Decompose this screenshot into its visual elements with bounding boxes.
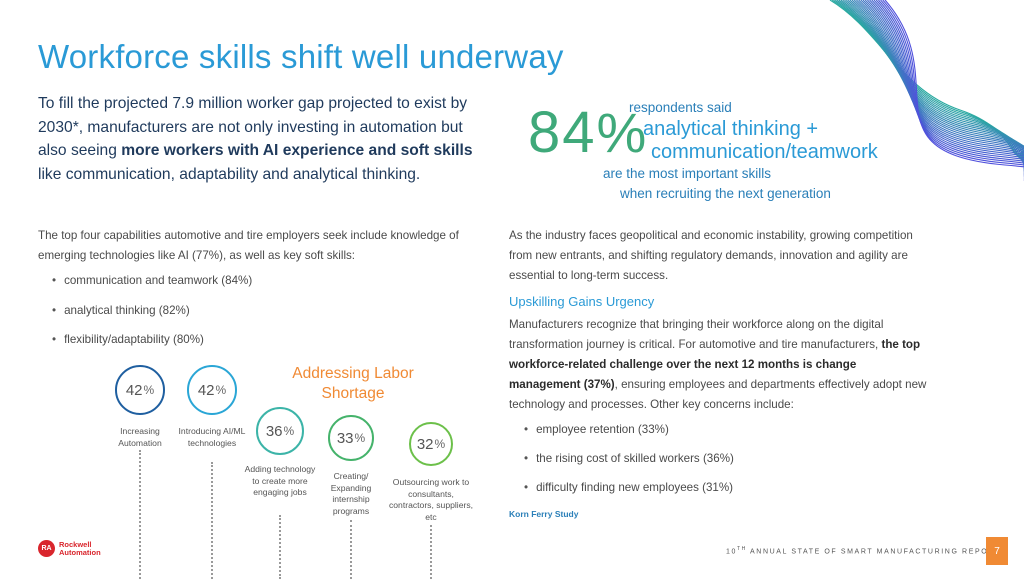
chart-bubble: 32% xyxy=(409,422,453,466)
section-subheading: Upskilling Gains Urgency xyxy=(509,294,655,309)
wave-line xyxy=(882,0,1024,180)
intro-highlight: more workers with AI experience and soft… xyxy=(121,142,473,159)
wave-line xyxy=(867,0,1024,172)
wave-line xyxy=(862,0,1024,170)
chart-title: Addressing Labor Shortage xyxy=(292,365,414,402)
wave-line xyxy=(842,0,1024,163)
chart-value-label: 42 xyxy=(125,381,143,399)
page-number: 7 xyxy=(986,537,1008,565)
chart-value-label: 42 xyxy=(197,381,215,399)
page-title: Workforce skills shift well underway xyxy=(38,38,564,75)
wave-line xyxy=(875,0,1024,176)
company-logo: RA Rockwell Automation xyxy=(38,540,101,557)
chart-category-label: Increasing Automation xyxy=(118,426,162,448)
logo-badge-icon: RA xyxy=(38,540,55,557)
wave-line xyxy=(880,0,1024,179)
chart-category-label: Creating/ Expanding internship programs xyxy=(330,471,372,516)
chart-bubble: 42% xyxy=(115,365,165,415)
chart-dotted-connector xyxy=(279,515,281,579)
wave-line xyxy=(873,0,1024,175)
list-item: employee retention (33%) xyxy=(524,420,734,449)
chart-bubble: 36% xyxy=(256,407,304,455)
wave-line xyxy=(849,0,1024,166)
chart-category-label: Introducing AI/ML technologies xyxy=(178,426,246,448)
wave-line xyxy=(856,0,1024,168)
logo-line: Automation xyxy=(59,547,101,557)
wave-line xyxy=(884,0,1024,181)
chart-value-label: 32 xyxy=(416,435,434,453)
chart-dotted-connector xyxy=(139,450,141,579)
chart-unit-label: % xyxy=(215,383,227,397)
wave-line xyxy=(871,0,1024,174)
wave-line xyxy=(851,0,1024,166)
wave-line xyxy=(853,0,1024,167)
stat-line: respondents said xyxy=(629,100,732,115)
right-paragraph-2: Manufacturers recognize that bringing th… xyxy=(509,318,927,411)
logo-line: Rockwell xyxy=(59,539,92,549)
list-item: analytical thinking (82%) xyxy=(52,301,252,331)
right-paragraph: As the industry faces geopolitical and e… xyxy=(509,229,913,282)
right-bullet-list: employee retention (33%) the rising cost… xyxy=(524,420,734,507)
wave-line xyxy=(864,0,1024,171)
report-footer: 10TH ANNUAL STATE OF SMART MANUFACTURING… xyxy=(726,546,1001,556)
chart-unit-label: % xyxy=(143,383,155,397)
left-bullet-list: communication and teamwork (84%) analyti… xyxy=(52,271,252,360)
chart-bubble: 42% xyxy=(187,365,237,415)
stat-line: analytical thinking + xyxy=(643,118,819,140)
list-item: the rising cost of skilled workers (36%) xyxy=(524,449,734,478)
chart-dotted-connector xyxy=(430,525,432,579)
left-paragraph: The top four capabilities automotive and… xyxy=(38,229,459,262)
chart-dotted-connector xyxy=(211,462,213,579)
stat-line: when recruiting the next generation xyxy=(620,186,831,201)
chart-bubble: 33% xyxy=(328,415,374,461)
wave-line xyxy=(858,0,1024,168)
challenge-highlight: the top workforce-related challenge over… xyxy=(509,338,921,391)
wave-line xyxy=(847,0,1024,165)
chart-category-label: Outsourcing work to consultants, contrac… xyxy=(388,477,474,522)
chart-category-label: Adding technology to create more engagin… xyxy=(244,464,316,497)
chart-value-label: 36 xyxy=(265,422,283,440)
chart-unit-label: % xyxy=(283,424,295,438)
source-citation: Korn Ferry Study xyxy=(509,509,579,519)
stat-line: communication/teamwork xyxy=(651,141,878,163)
chart-unit-label: % xyxy=(434,437,446,451)
list-item: flexibility/adaptability (80%) xyxy=(52,330,252,360)
wave-line xyxy=(860,0,1024,169)
wave-line xyxy=(845,0,1024,164)
stat-value: 84% xyxy=(528,100,649,165)
wave-line xyxy=(877,0,1024,178)
stat-line: are the most important skills xyxy=(603,166,772,181)
chart-unit-label: % xyxy=(354,431,366,445)
chart-value-label: 33 xyxy=(336,429,354,447)
chart-dotted-connector xyxy=(350,520,352,579)
wave-line xyxy=(836,0,1024,160)
intro-paragraph: To fill the projected 7.9 million worker… xyxy=(38,95,473,183)
wave-line xyxy=(869,0,1024,173)
list-item: difficulty finding new employees (31%) xyxy=(524,478,734,507)
decorative-wave-graphic xyxy=(829,0,1024,181)
list-item: communication and teamwork (84%) xyxy=(52,271,252,301)
